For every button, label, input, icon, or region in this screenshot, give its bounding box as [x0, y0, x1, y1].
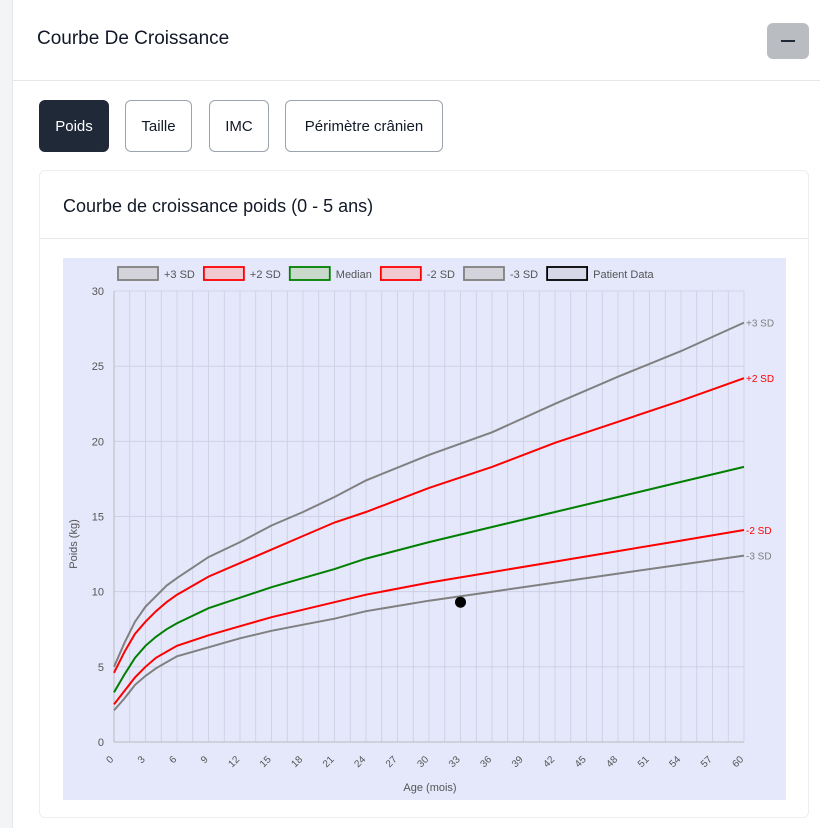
- series-end-label: +2 SD: [746, 374, 774, 385]
- y-tick-label: 20: [92, 436, 104, 448]
- legend-label-2: Median: [336, 269, 372, 281]
- chart-card-header: Courbe de croissance poids (0 - 5 ans): [40, 171, 808, 239]
- legend-label-0: +3 SD: [164, 269, 195, 281]
- panel-title: Courbe De Croissance: [37, 28, 230, 49]
- chart-grid: [113, 290, 745, 743]
- legend-label-4: -3 SD: [510, 269, 538, 281]
- series-line-2: [113, 465, 745, 693]
- legend-swatch-2: [288, 266, 331, 281]
- legend-label-1: +2 SD: [250, 269, 281, 281]
- y-tick-label: 5: [98, 662, 104, 674]
- series-line-0: [113, 321, 745, 668]
- tab-taille[interactable]: Taille: [125, 100, 192, 152]
- patient-points: [455, 596, 466, 608]
- chart-card: Courbe de croissance poids (0 - 5 ans) 0…: [39, 170, 809, 818]
- series-end-label: -3 SD: [746, 552, 772, 563]
- legend-swatch-0: [117, 266, 159, 281]
- y-tick-label: 30: [92, 286, 104, 298]
- legend-swatch-1: [202, 266, 245, 281]
- chart-legend: +3 SD +2 SD Median -2 SD -3 SD Patient Data: [117, 266, 655, 281]
- chart-background: [63, 258, 786, 800]
- minus-icon: [781, 40, 795, 42]
- y-axis-label: Poids (kg): [68, 519, 80, 569]
- panel-header: Courbe De Croissance: [13, 0, 820, 81]
- legend-swatch-3: [379, 266, 422, 281]
- series-line-1: [113, 377, 745, 674]
- legend-label-3: -2 SD: [427, 269, 455, 281]
- patient-point: [455, 596, 466, 608]
- tab-poids[interactable]: Poids: [39, 100, 109, 152]
- series-end-label: -2 SD: [746, 526, 772, 537]
- x-axis-label: Age (mois): [403, 782, 456, 794]
- legend-swatch-5: [546, 266, 589, 281]
- chart-series: [113, 321, 745, 712]
- chart-container: 0 5 10 15 20 25 30 0 3 6 9 12 15 18 21 24 27 30 33 36 39 42 45…: [63, 258, 786, 800]
- tab-imc[interactable]: IMC: [209, 100, 269, 152]
- tab-perimetre-cranien[interactable]: Périmètre crânien: [285, 100, 443, 152]
- y-tick-label: 25: [92, 361, 104, 373]
- y-tick-label: 10: [92, 587, 104, 599]
- series-end-labels: +3 SD +2 SD -2 SD -3 SD: [746, 319, 774, 563]
- series-line-3: [113, 529, 745, 706]
- legend-label-5: Patient Data: [593, 269, 654, 281]
- series-line-4: [113, 554, 745, 712]
- series-end-label: +3 SD: [746, 319, 774, 330]
- growth-curve-panel: Courbe De Croissance Poids Taille IMC Pé…: [12, 0, 820, 828]
- chart-title: Courbe de croissance poids (0 - 5 ans): [63, 196, 374, 216]
- legend-swatch-4: [463, 266, 505, 281]
- y-tick-label: 0: [98, 737, 104, 749]
- collapse-button[interactable]: [767, 23, 809, 59]
- y-tick-label: 15: [92, 512, 104, 524]
